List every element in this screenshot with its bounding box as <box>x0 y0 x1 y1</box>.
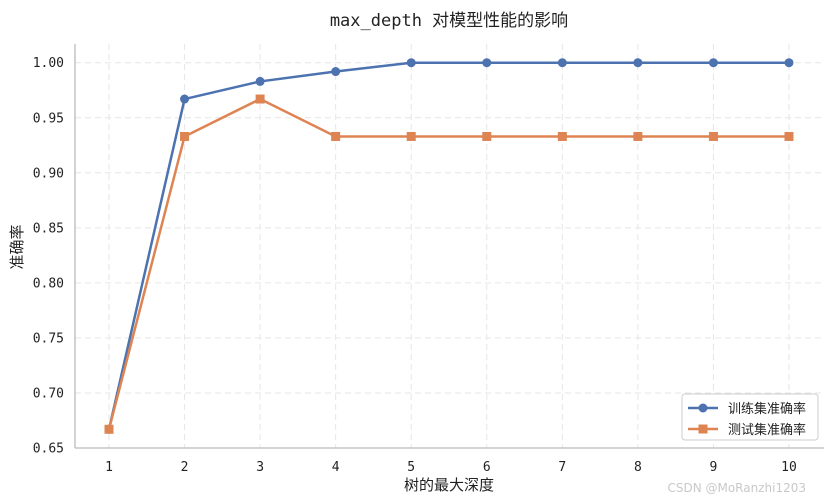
data-point <box>784 58 794 68</box>
series-0 <box>104 58 794 434</box>
legend: 训练集准确率 测试集准确率 <box>681 393 819 441</box>
legend-marker-test <box>698 424 708 434</box>
y-tick-label: 1.00 <box>33 56 64 71</box>
y-tick-label: 0.70 <box>33 386 64 401</box>
data-point <box>708 131 718 141</box>
x-tick-label: 4 <box>332 460 340 475</box>
y-tick-label: 0.80 <box>33 276 64 291</box>
data-point <box>180 94 190 104</box>
data-point <box>482 58 492 68</box>
data-point <box>784 131 794 141</box>
y-tick-label: 0.95 <box>33 111 64 126</box>
axes <box>74 44 824 449</box>
data-point <box>255 76 265 86</box>
y-axis-title: 准确率 <box>8 224 26 269</box>
x-tick-label: 1 <box>105 460 113 475</box>
data-point <box>406 58 416 68</box>
series-line <box>107 61 789 430</box>
series <box>104 58 794 434</box>
x-tick-label: 9 <box>710 460 718 475</box>
data-point <box>557 131 567 141</box>
series-line <box>107 97 789 430</box>
grid <box>75 44 824 449</box>
y-tick-label: 0.90 <box>33 166 64 181</box>
x-axis-title: 树的最大深度 <box>404 476 494 494</box>
y-tick-label: 0.85 <box>33 221 64 236</box>
x-tick-label: 6 <box>483 460 491 475</box>
chart-title: max_depth 对模型性能的影响 <box>330 11 568 31</box>
data-point <box>633 58 643 68</box>
data-point <box>557 58 567 68</box>
x-tick-label: 7 <box>558 460 566 475</box>
data-point <box>331 67 341 77</box>
legend-label-test: 测试集准确率 <box>728 422 806 438</box>
x-tick-label: 8 <box>634 460 642 475</box>
data-point <box>633 131 643 141</box>
x-tick-label: 2 <box>181 460 189 475</box>
legend-marker-train <box>698 403 708 413</box>
data-point <box>255 94 265 104</box>
data-point <box>331 131 341 141</box>
x-tick-label: 5 <box>407 460 415 475</box>
y-tick-label: 0.65 <box>33 442 64 457</box>
data-point <box>104 424 114 434</box>
y-tick-labels: 0.65 0.70 0.75 0.80 0.85 0.90 0.95 1.00 <box>33 56 64 456</box>
watermark: CSDN @MoRanzhi1203 <box>667 481 806 495</box>
legend-label-train: 训练集准确率 <box>728 401 806 417</box>
data-point <box>482 131 492 141</box>
y-tick-label: 0.75 <box>33 331 64 346</box>
data-point <box>180 131 190 141</box>
data-point <box>406 131 416 141</box>
data-point <box>708 58 718 68</box>
x-tick-label: 10 <box>781 460 797 475</box>
x-tick-label: 3 <box>256 460 264 475</box>
x-tick-labels: 1 2 3 4 5 6 7 8 9 10 <box>105 460 797 475</box>
series-1 <box>104 94 794 434</box>
